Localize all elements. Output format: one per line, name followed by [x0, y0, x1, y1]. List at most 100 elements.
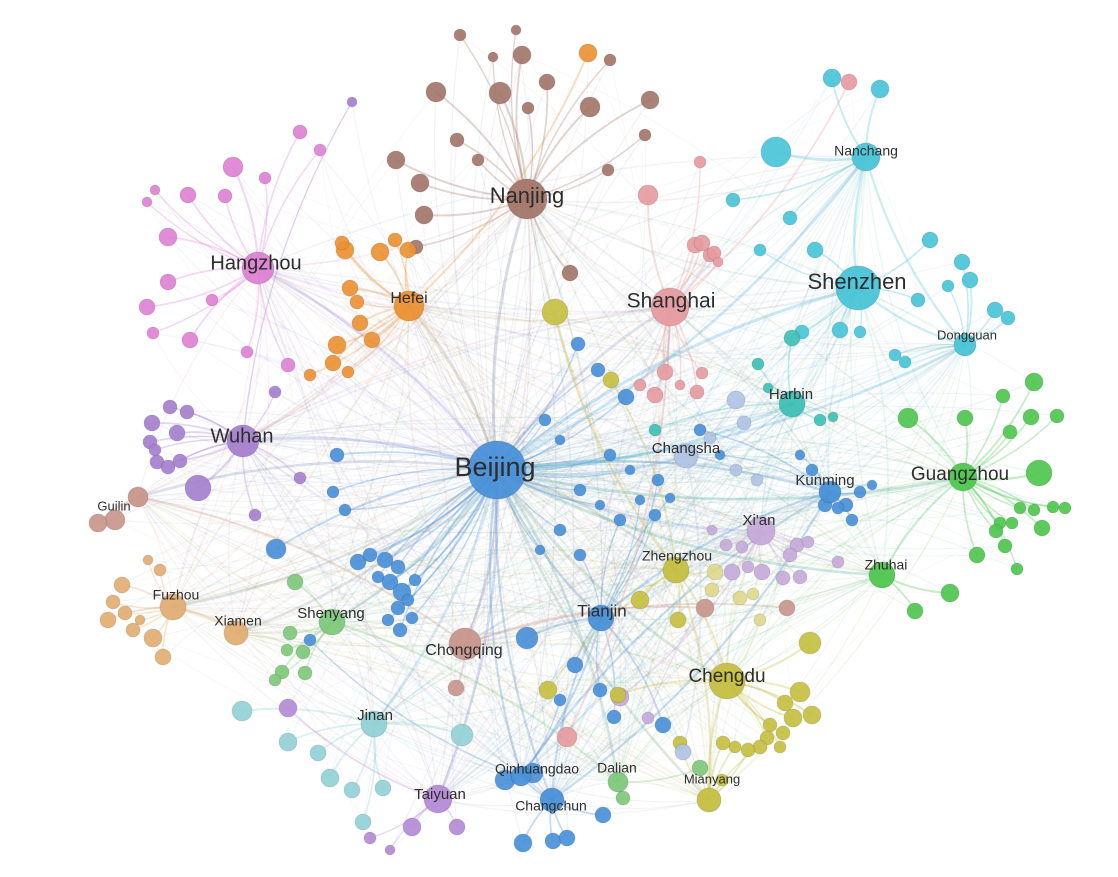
satellite-node[interactable] [961, 271, 979, 289]
node-chongqing[interactable] [448, 627, 482, 661]
satellite-node[interactable] [753, 613, 767, 627]
satellite-node[interactable] [295, 644, 311, 660]
satellite-node[interactable] [402, 817, 422, 837]
satellite-node[interactable] [853, 485, 867, 499]
satellite-node[interactable] [953, 253, 971, 271]
satellite-node[interactable] [570, 336, 586, 352]
satellite-node[interactable] [706, 524, 718, 536]
satellite-node[interactable] [782, 547, 798, 563]
satellite-node[interactable] [553, 693, 567, 707]
satellite-node[interactable] [988, 523, 1004, 539]
satellite-node[interactable] [278, 732, 298, 752]
node-hangzhou[interactable] [241, 251, 275, 285]
satellite-node[interactable] [638, 128, 652, 142]
satellite-node[interactable] [538, 680, 558, 700]
satellite-node[interactable] [141, 196, 153, 208]
satellite-node[interactable] [1013, 501, 1027, 515]
satellite-node[interactable] [753, 563, 771, 581]
satellite-node[interactable] [405, 611, 419, 625]
satellite-node[interactable] [606, 709, 622, 725]
node-zhengzhou[interactable] [662, 556, 690, 584]
satellite-node[interactable] [794, 449, 806, 461]
satellite-node[interactable] [776, 694, 794, 712]
satellite-node[interactable] [783, 329, 801, 347]
satellite-node[interactable] [695, 598, 715, 618]
satellite-node[interactable] [654, 716, 672, 734]
satellite-node[interactable] [453, 28, 467, 42]
satellite-node[interactable] [392, 622, 408, 638]
satellite-node[interactable] [105, 594, 121, 610]
satellite-node[interactable] [510, 24, 522, 36]
satellite-node[interactable] [603, 53, 617, 67]
satellite-node[interactable] [354, 813, 372, 831]
satellite-node[interactable] [450, 723, 474, 747]
satellite-node[interactable] [146, 326, 160, 340]
satellite-node[interactable] [573, 483, 587, 497]
satellite-node[interactable] [390, 600, 406, 616]
satellite-node[interactable] [410, 173, 430, 193]
satellite-node[interactable] [732, 590, 748, 606]
satellite-node[interactable] [762, 382, 774, 394]
satellite-node[interactable] [910, 292, 926, 308]
satellite-node[interactable] [487, 51, 499, 63]
satellite-node[interactable] [561, 264, 579, 282]
satellite-node[interactable] [578, 43, 598, 63]
satellite-node[interactable] [1024, 372, 1044, 392]
satellite-node[interactable] [512, 45, 532, 65]
satellite-node[interactable] [240, 345, 254, 359]
satellite-node[interactable] [205, 293, 219, 307]
satellite-node[interactable] [703, 431, 717, 445]
satellite-node[interactable] [538, 413, 552, 427]
satellite-node[interactable] [801, 535, 815, 549]
satellite-node[interactable] [88, 513, 108, 533]
satellite-node[interactable] [117, 605, 133, 621]
satellite-node[interactable] [320, 768, 340, 788]
satellite-node[interactable] [148, 443, 162, 457]
satellite-node[interactable] [181, 331, 199, 349]
satellite-node[interactable] [573, 548, 587, 562]
satellite-node[interactable] [488, 81, 512, 105]
node-guangzhou[interactable] [948, 462, 978, 492]
satellite-node[interactable] [601, 163, 615, 177]
satellite-node[interactable] [735, 540, 749, 554]
satellite-node[interactable] [387, 232, 403, 248]
satellite-node[interactable] [689, 384, 705, 400]
satellite-node[interactable] [217, 188, 233, 204]
node-mianyang[interactable] [696, 787, 722, 813]
node-kunming[interactable] [818, 480, 842, 504]
satellite-node[interactable] [706, 563, 724, 581]
node-dalian[interactable] [607, 771, 629, 793]
satellite-node[interactable] [898, 355, 912, 369]
satellite-node[interactable] [558, 829, 576, 847]
node-xiamen[interactable] [223, 620, 249, 646]
satellite-node[interactable] [633, 378, 647, 392]
satellite-node[interactable] [154, 648, 172, 666]
satellite-node[interactable] [513, 833, 533, 853]
satellite-node[interactable] [268, 673, 282, 687]
node-guilin[interactable] [127, 486, 149, 508]
satellite-node[interactable] [1005, 516, 1019, 530]
node-shanghai[interactable] [650, 287, 690, 327]
satellite-node[interactable] [341, 365, 355, 379]
satellite-node[interactable] [143, 628, 163, 648]
satellite-node[interactable] [231, 700, 253, 722]
satellite-node[interactable] [401, 593, 415, 607]
satellite-node[interactable] [1033, 519, 1051, 537]
node-nanchang[interactable] [851, 142, 881, 172]
satellite-node[interactable] [646, 386, 664, 404]
satellite-node[interactable] [538, 73, 556, 91]
node-shenyang[interactable] [318, 608, 346, 636]
satellite-node[interactable] [956, 409, 974, 427]
satellite-node[interactable] [521, 101, 535, 115]
node-changsha[interactable] [673, 443, 699, 469]
satellite-node[interactable] [831, 501, 845, 515]
satellite-node[interactable] [149, 184, 161, 196]
satellite-node[interactable] [940, 583, 960, 603]
satellite-node[interactable] [753, 243, 767, 257]
satellite-node[interactable] [778, 599, 796, 617]
satellite-node[interactable] [630, 590, 650, 610]
satellite-node[interactable] [448, 818, 466, 836]
satellite-node[interactable] [172, 453, 188, 469]
node-wuhan[interactable] [226, 424, 260, 458]
satellite-node[interactable] [691, 759, 709, 777]
